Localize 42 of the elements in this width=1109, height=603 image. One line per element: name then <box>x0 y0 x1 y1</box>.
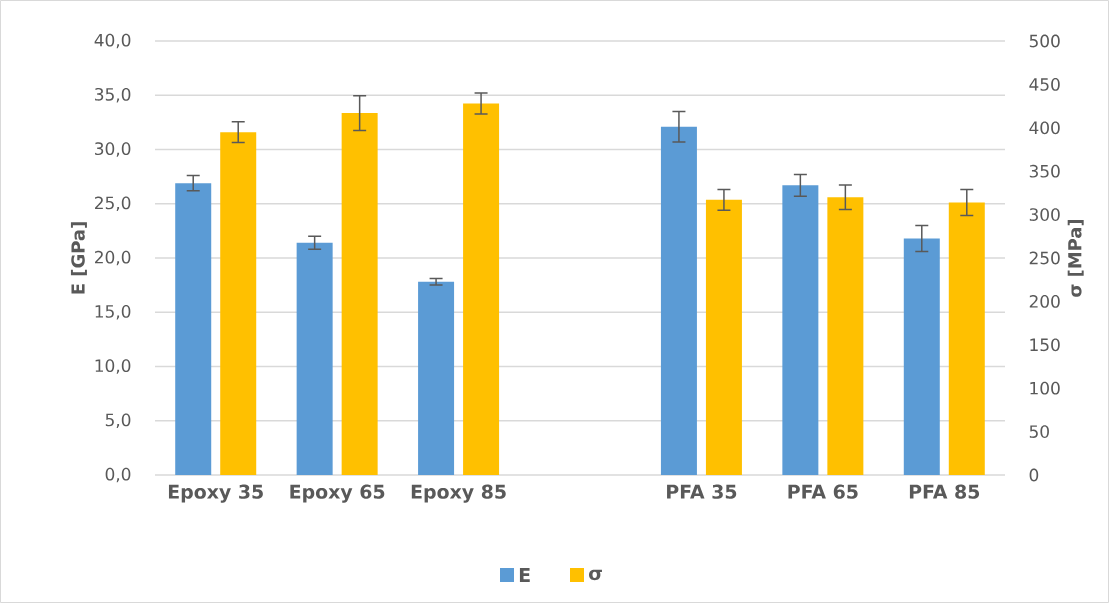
y2-tick-label: 150 <box>1030 338 1060 352</box>
y-tick-label: 10,0 <box>95 359 131 374</box>
y2-tick-label: 400 <box>1029 121 1060 135</box>
y2-tick-label: 200 <box>1029 294 1060 308</box>
y2-tick-label: 100 <box>1030 381 1060 395</box>
x-tick-label: PFA 65 <box>788 484 858 499</box>
x-tick-label: PFA 35 <box>667 484 737 499</box>
y2-tick-label: 300 <box>1029 208 1060 221</box>
bar <box>341 113 378 475</box>
bar <box>220 132 257 475</box>
bar <box>705 199 742 475</box>
bar <box>782 185 819 475</box>
bar <box>296 242 333 475</box>
bar <box>660 126 697 475</box>
y2-tick-label: 350 <box>1029 164 1060 178</box>
bar <box>418 281 455 475</box>
x-tick-label: Epoxy 65 <box>290 484 385 503</box>
y-tick-label: 30,0 <box>95 142 131 157</box>
y-tick-label: 0,0 <box>105 467 131 483</box>
legend-label: σ <box>589 569 602 581</box>
y2-tick-label: 500 <box>1029 34 1060 48</box>
bar <box>175 183 212 475</box>
y-tick-label: 40,0 <box>94 33 131 49</box>
y2-tick-label: 450 <box>1029 77 1060 91</box>
y-tick-label: 15,0 <box>95 304 131 320</box>
bar <box>463 103 500 475</box>
y2-axis-title: σ [MPa] <box>1067 219 1084 297</box>
y2-tick-label: 0 <box>1029 468 1039 482</box>
y-tick-label: 35,0 <box>95 87 131 103</box>
bar <box>903 238 940 475</box>
y2-tick-label: 50 <box>1029 425 1049 438</box>
y2-tick-label: 250 <box>1029 251 1060 265</box>
bar <box>948 202 985 475</box>
y-tick-label: 25,0 <box>95 196 131 212</box>
y-axis-title: E [GPa] <box>70 222 87 294</box>
y-tick-label: 5,0 <box>105 413 131 429</box>
bar <box>827 197 864 475</box>
y-tick-label: 20,0 <box>95 250 131 266</box>
x-tick-label: Epoxy 35 <box>168 484 263 503</box>
legend-label: E <box>519 568 530 582</box>
x-tick-label: Epoxy 85 <box>411 484 506 503</box>
x-tick-label: PFA 85 <box>909 484 980 499</box>
